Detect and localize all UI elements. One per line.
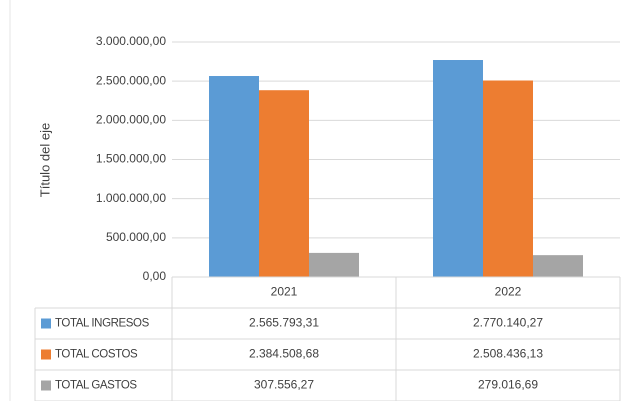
table-value: 307.556,27 bbox=[254, 378, 314, 392]
legend-key bbox=[41, 349, 51, 360]
bar bbox=[309, 252, 359, 277]
bar bbox=[483, 80, 533, 278]
legend-label: TOTAL COSTOS bbox=[55, 349, 138, 361]
bar bbox=[259, 90, 309, 277]
bar bbox=[433, 60, 483, 278]
table-value: 2.384.508,68 bbox=[249, 347, 319, 361]
table-value: 279.016,69 bbox=[478, 378, 538, 392]
y-tick-label: 1.500.000,00 bbox=[96, 152, 166, 166]
table-value: 2.565.793,31 bbox=[249, 316, 319, 330]
y-tick-label: 3.000.000,00 bbox=[96, 34, 166, 48]
y-tick-label: 500.000,00 bbox=[106, 230, 166, 244]
legend-key bbox=[41, 380, 51, 391]
y-tick-label: 2.000.000,00 bbox=[96, 113, 166, 127]
x-tick-label: 2021 bbox=[271, 285, 298, 299]
legend-label: TOTAL INGRESOS bbox=[55, 318, 150, 330]
y-tick-label: 1.000.000,00 bbox=[96, 191, 166, 205]
x-tick-label: 2022 bbox=[495, 285, 522, 299]
y-tick-label: 2.500.000,00 bbox=[96, 73, 166, 87]
y-axis-title: Título del eje bbox=[37, 123, 52, 197]
table-value: 2.770.140,27 bbox=[473, 316, 543, 330]
legend-label: TOTAL GASTOS bbox=[55, 380, 137, 392]
bar bbox=[209, 76, 259, 278]
y-tick-label: 0,00 bbox=[143, 269, 167, 283]
table-value: 2.508.436,13 bbox=[473, 347, 543, 361]
bar bbox=[533, 255, 583, 277]
legend-key bbox=[41, 318, 51, 329]
